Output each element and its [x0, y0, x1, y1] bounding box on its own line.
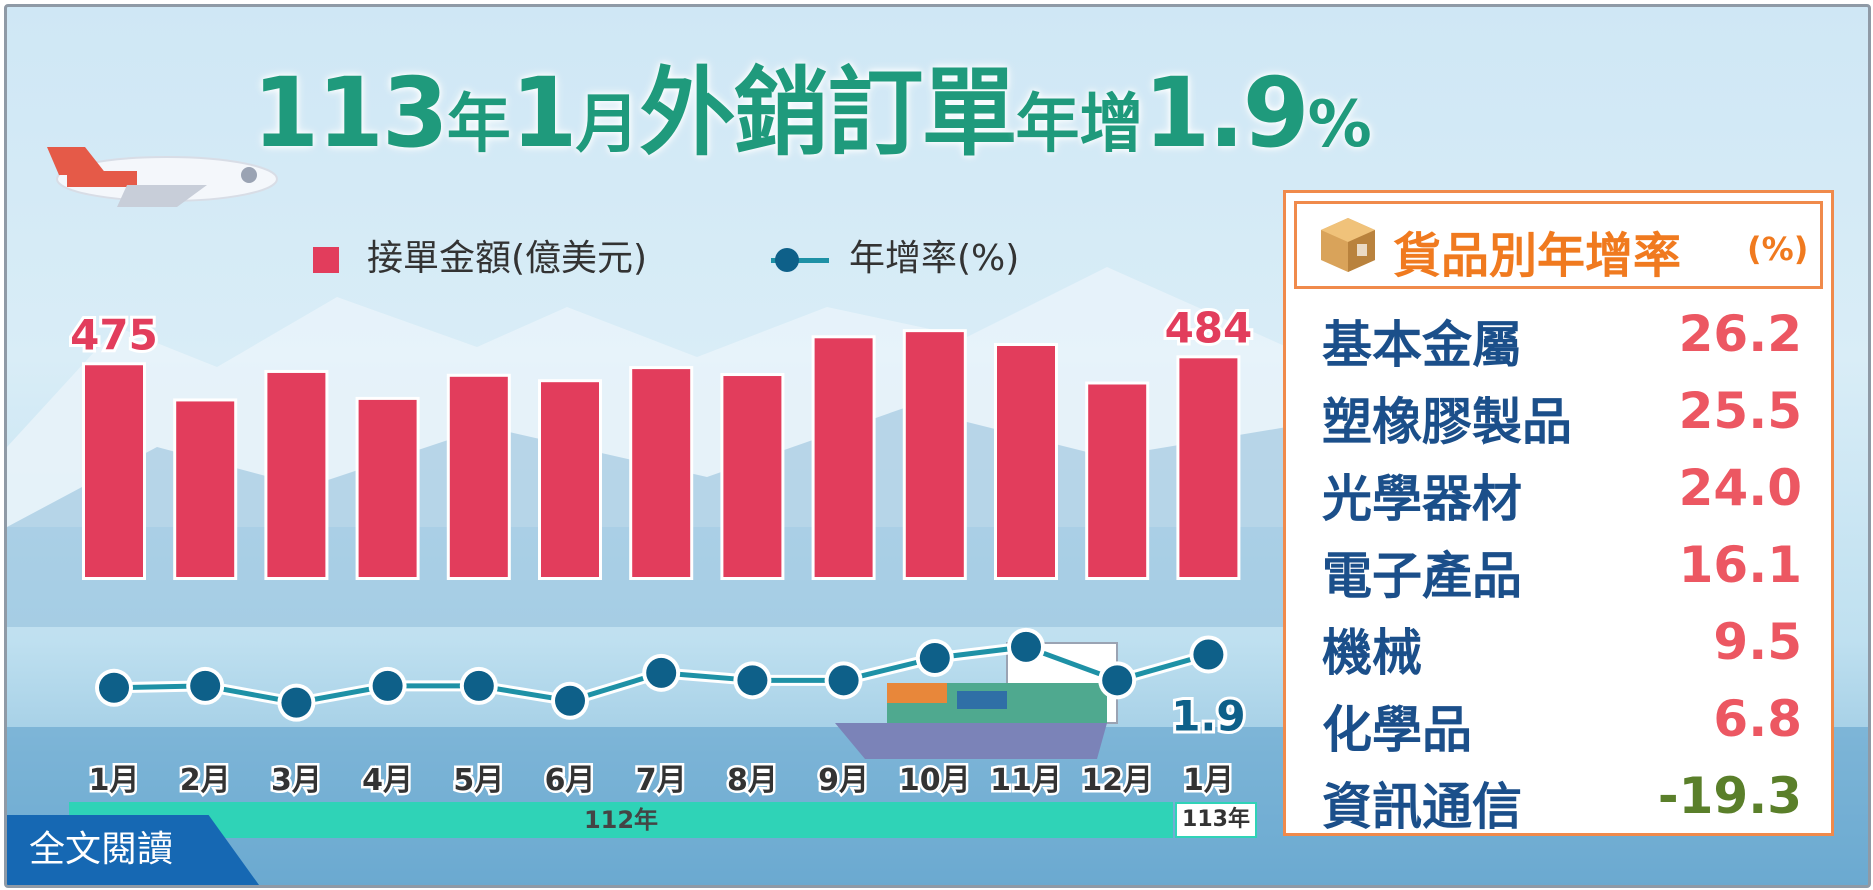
bar: [632, 369, 691, 577]
x-tick-label: 12月: [1081, 763, 1153, 798]
bar: [267, 372, 326, 577]
list-item: 資訊通信 -19.3: [1322, 767, 1802, 836]
x-tick-label: 10月: [899, 763, 971, 798]
bar: [85, 365, 143, 577]
bar: [1088, 384, 1147, 577]
read-full-text-button[interactable]: 全文閱讀: [7, 815, 259, 885]
x-tick-label: 1月: [89, 763, 140, 798]
line-point: [372, 670, 403, 701]
list-item: 塑橡膠製品 25.5: [1322, 382, 1802, 451]
bar: [814, 338, 873, 577]
bar-data-label: 484: [1165, 303, 1253, 352]
bar: [1179, 358, 1238, 577]
line-point: [463, 670, 494, 701]
x-tick-label: 11月: [990, 763, 1062, 798]
bar: [358, 399, 417, 577]
page-title: 113年1月外銷訂單年增1.9%: [252, 57, 1372, 169]
panel-header: 貨品別年增率 (%): [1294, 201, 1823, 289]
legend-bars-label: 接單金額(億美元): [367, 238, 648, 279]
chart: 475 484 1.9 1月 2月 3月 4月 5月 6月 7月 8月 9月 10月 11月 12月 1月: [67, 300, 1255, 800]
bar: [997, 346, 1055, 577]
line-point: [281, 687, 312, 718]
line-point: [99, 672, 129, 703]
line-point: [555, 685, 585, 716]
x-tick-label: 9月: [818, 763, 869, 798]
x-tick-label: 2月: [180, 763, 231, 798]
x-tick-label: 1月: [1183, 763, 1234, 798]
bar: [176, 401, 235, 577]
line-data-label: 1.9: [1171, 691, 1245, 740]
bar: [449, 376, 508, 577]
list-item: 基本金屬 26.2: [1322, 305, 1802, 374]
line-point: [737, 665, 768, 696]
list-item: 電子產品 16.1: [1322, 536, 1802, 605]
legend-line-label: 年增率(%): [849, 238, 1020, 279]
panel-unit: (%): [1747, 230, 1809, 268]
legend-bar-swatch: [313, 247, 339, 273]
legend-bars: 接單金額(億美元): [313, 229, 647, 281]
bar-data-label: 475: [70, 310, 158, 359]
line-point: [1193, 639, 1224, 670]
bar: [541, 382, 599, 577]
legend-line: 年增率(%): [771, 229, 1019, 281]
line-point: [190, 670, 221, 701]
x-tick-label: 4月: [362, 763, 413, 798]
legend-line-swatch: [771, 247, 829, 273]
airplane-icon: [47, 147, 278, 207]
line-point: [1102, 665, 1133, 696]
line-point: [646, 657, 677, 688]
read-full-text-label: 全文閱讀: [29, 829, 174, 870]
x-tick-label: 8月: [727, 763, 778, 798]
list-item: 機械 9.5: [1322, 613, 1802, 682]
box-icon: [1321, 218, 1375, 272]
list-item: 光學器材 24.0: [1322, 459, 1802, 528]
infographic: 113年1月外銷訂單年增1.9% 接單金額(億美元) 年增率(%) 475 484…: [4, 4, 1871, 888]
category-growth-panel: 貨品別年增率 (%) 基本金屬 26.2 塑橡膠製品 25.5 光學器材 24.0 電…: [1283, 190, 1834, 836]
line-point: [828, 665, 859, 696]
x-tick-label: 5月: [453, 763, 504, 798]
bar: [723, 376, 782, 577]
list-item: 化學品 6.8: [1322, 690, 1802, 759]
x-tick-label: 7月: [636, 763, 687, 798]
bar: [905, 332, 964, 577]
year-group-112: 112年: [69, 802, 1173, 838]
year-group-113: 113年: [1175, 802, 1257, 838]
x-tick-label: 6月: [545, 763, 596, 798]
x-tick-label: 3月: [271, 763, 322, 798]
line-point: [1011, 631, 1041, 662]
panel-title: 貨品別年增率: [1393, 228, 1682, 284]
line-point: [919, 643, 950, 673]
